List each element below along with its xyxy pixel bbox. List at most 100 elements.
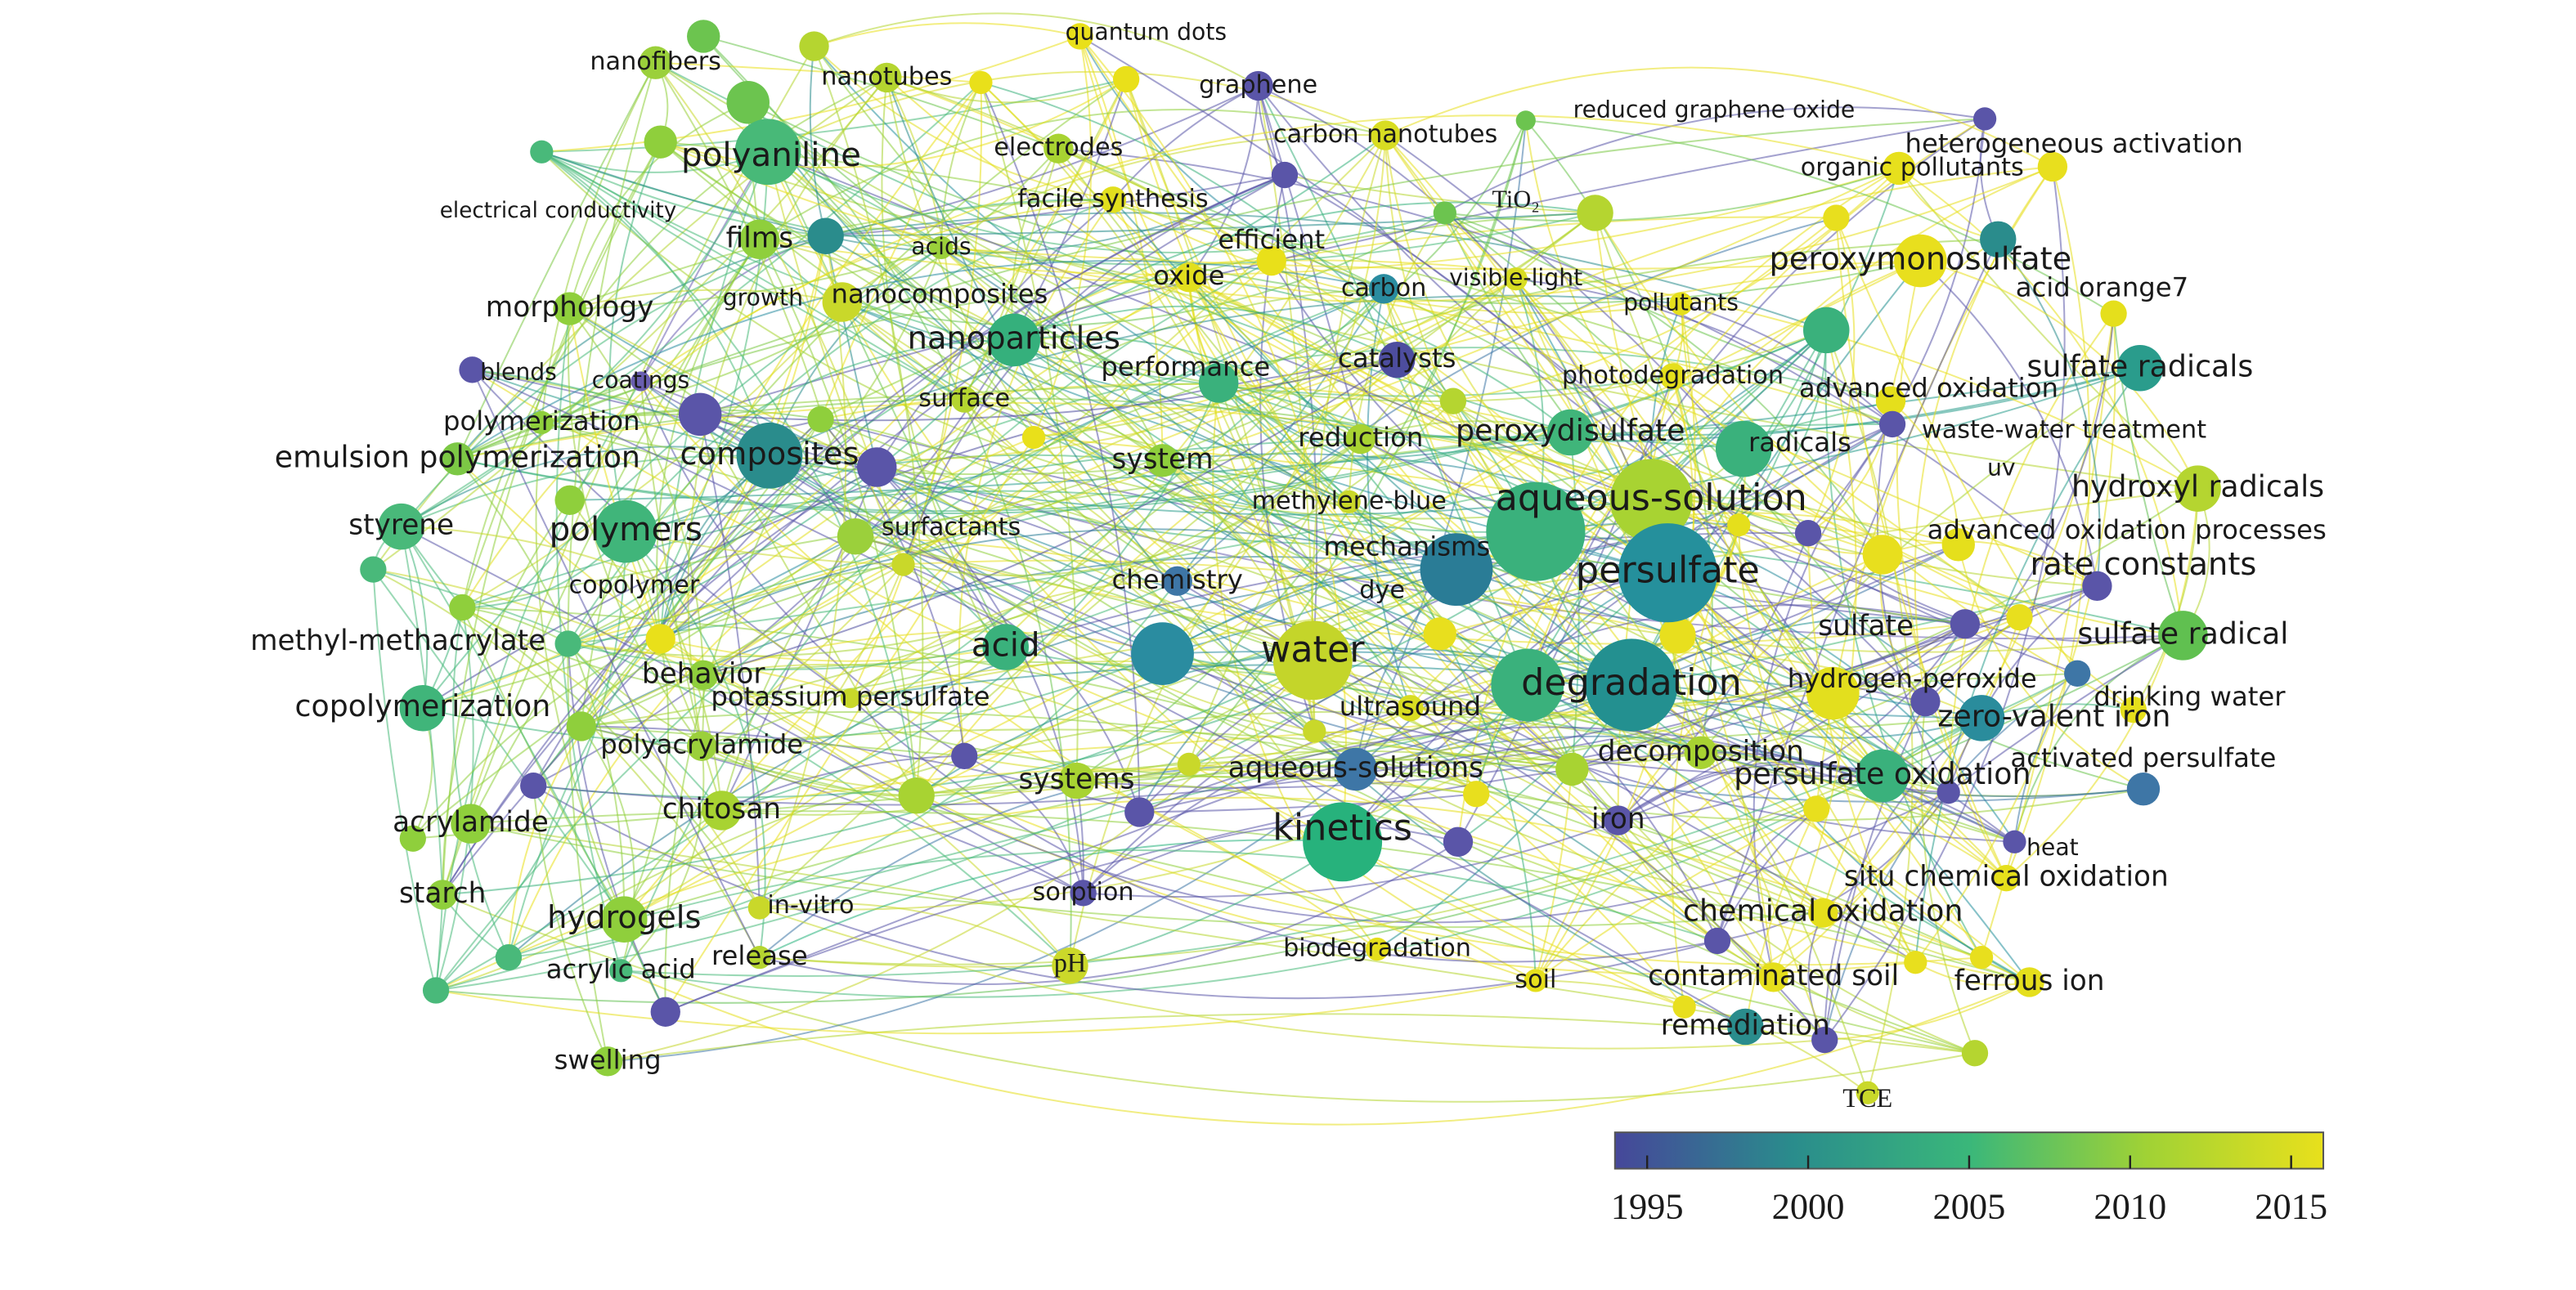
node-label: composites	[680, 436, 859, 473]
edge	[758, 239, 918, 796]
edge	[461, 141, 662, 608]
node-label: sorption	[1033, 878, 1134, 907]
edge	[813, 46, 924, 796]
edge	[1079, 35, 1347, 842]
node-circle	[807, 217, 844, 254]
edge	[1013, 201, 1595, 341]
edge	[567, 643, 723, 812]
edge	[1013, 134, 1386, 341]
node-label: catalysts	[1338, 343, 1456, 374]
node-label: polyacrylamide	[600, 729, 803, 760]
edge	[567, 308, 702, 747]
edge	[664, 419, 822, 1012]
edge	[655, 61, 981, 83]
edge	[640, 380, 1537, 982]
edge	[620, 970, 2031, 1126]
edge	[1033, 36, 1093, 438]
edge	[1384, 134, 1818, 809]
node-label: ultrasound	[1340, 691, 1481, 722]
edge	[2005, 166, 2091, 879]
edge	[541, 150, 1673, 397]
edge	[699, 413, 1883, 777]
node-label: soil	[1515, 965, 1556, 994]
node-circle	[1758, 962, 1788, 992]
node-label: peroxydisulfate	[1456, 413, 1685, 448]
node-circle	[594, 499, 657, 563]
edge	[1997, 239, 2101, 586]
edge	[814, 12, 1259, 87]
edge	[903, 438, 1362, 576]
edge	[940, 246, 1921, 271]
edge	[1672, 376, 2007, 880]
node-circle	[1703, 927, 1731, 955]
node-label: emulsion polymerization	[275, 439, 640, 474]
node-circle	[2120, 697, 2147, 723]
edge	[759, 108, 1386, 240]
node-label: iron	[1591, 803, 1645, 835]
node-circle	[1365, 937, 1389, 961]
node-circle	[451, 804, 491, 844]
edge	[1876, 401, 1950, 793]
node-circle	[530, 410, 554, 435]
node-circle	[1303, 719, 1326, 743]
node-label: aqueous-solution	[1496, 477, 1807, 519]
edge	[1410, 616, 2020, 714]
edge	[620, 746, 705, 972]
node-circle	[951, 742, 978, 769]
node-circle	[1515, 110, 1536, 131]
edge	[916, 758, 1573, 797]
edge	[1526, 260, 1921, 686]
node-circle	[1124, 797, 1155, 827]
edge	[915, 165, 2053, 796]
edge	[1824, 672, 2078, 1041]
edge	[456, 62, 657, 459]
node-circle	[592, 1046, 623, 1077]
node-label: kinetics	[1272, 808, 1412, 849]
node-label: methylene-blue	[1252, 486, 1447, 515]
edge	[1013, 305, 1398, 361]
edge	[461, 607, 761, 909]
node-circle	[554, 485, 585, 515]
node-label: water	[1261, 629, 1365, 671]
node-circle	[1823, 204, 1850, 231]
edge	[769, 294, 1681, 457]
edge	[471, 369, 2030, 983]
edge	[452, 607, 509, 958]
node-circle	[520, 772, 547, 800]
edge	[1824, 329, 1982, 958]
node-circle	[1547, 409, 1594, 456]
edge	[1898, 168, 2184, 636]
edge	[1822, 313, 2115, 914]
edge	[1384, 66, 2053, 168]
node-circle	[739, 219, 780, 260]
node-circle	[891, 553, 915, 576]
edge	[372, 568, 761, 958]
node-label: system	[1112, 443, 1214, 476]
edge	[963, 755, 1084, 894]
node-circle	[822, 282, 863, 322]
edge	[1594, 212, 2134, 711]
node-label: contaminated soil	[1648, 960, 1899, 992]
node-circle	[1504, 267, 1528, 291]
node-circle	[566, 711, 596, 741]
node-label: copolymerization	[295, 688, 551, 723]
edge	[1631, 683, 1950, 794]
edge	[1218, 382, 1350, 503]
colorbar	[1613, 1131, 2325, 1170]
edge	[1452, 400, 2098, 587]
edge	[825, 235, 1350, 503]
edge	[442, 239, 761, 895]
edge	[1176, 288, 1384, 582]
node-circle	[1491, 648, 1564, 722]
node-circle	[1904, 951, 1928, 974]
edge	[541, 150, 770, 456]
edge	[1083, 823, 1459, 894]
edge	[660, 141, 2053, 302]
edge	[1924, 313, 2115, 702]
edge	[508, 849, 1718, 959]
node-circle	[1727, 513, 1751, 537]
edge	[1079, 35, 1927, 702]
node-circle	[2037, 151, 2068, 182]
edge	[1082, 571, 1668, 894]
node-circle	[702, 791, 742, 831]
